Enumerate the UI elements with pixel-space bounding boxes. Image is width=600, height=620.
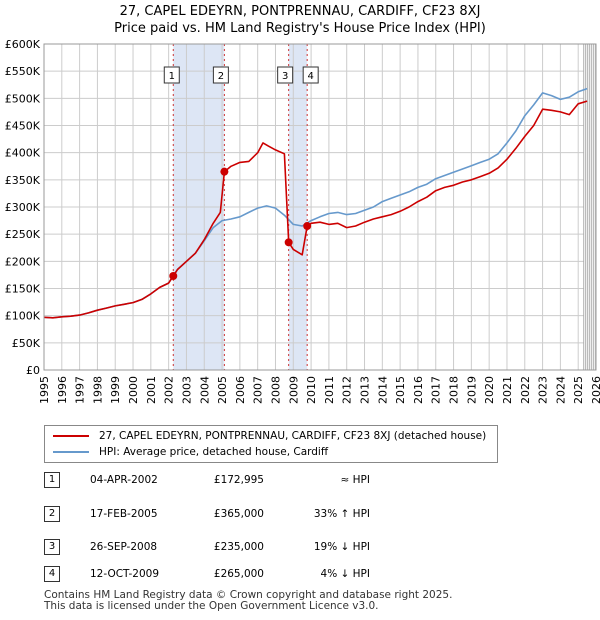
x-tick-label: 2009 — [287, 376, 300, 404]
x-tick-label: 2026 — [590, 376, 600, 404]
transaction-number: 4 — [44, 566, 60, 582]
y-tick-label: £0 — [26, 364, 40, 377]
marker-label: 4 — [307, 71, 313, 82]
x-tick-label: 2018 — [448, 376, 461, 404]
x-tick-label: 2022 — [519, 376, 532, 404]
y-tick-label: £50K — [12, 337, 41, 350]
legend-label-hpi: HPI: Average price, detached house, Card… — [99, 446, 329, 458]
marker-label: 2 — [218, 71, 224, 82]
y-tick-label: £550K — [5, 65, 41, 78]
x-tick-label: 2000 — [127, 376, 140, 404]
transaction-hpi: 19% ↓ HPI — [313, 541, 370, 553]
y-tick-label: £600K — [5, 38, 41, 51]
table-row: 3 26-SEP-2008 £235,000 19% ↓ HPI — [0, 539, 600, 559]
x-tick-label: 2004 — [198, 376, 211, 404]
hpi-line — [43, 87, 588, 319]
x-tick-label: 2014 — [376, 376, 389, 404]
marker-label-box — [163, 66, 180, 84]
legend-swatch-property — [53, 435, 89, 437]
series-layer — [43, 87, 588, 319]
table-row: 2 17-FEB-2005 £365,000 33% ↑ HPI — [0, 506, 600, 526]
transaction-number: 3 — [44, 539, 60, 555]
x-tick-label: 1997 — [74, 376, 87, 404]
chart-subtitle: Price paid vs. HM Land Registry's House … — [114, 21, 486, 36]
x-tick-label: 2017 — [430, 376, 443, 404]
x-tick-label: 2007 — [252, 376, 265, 404]
legend-label-property: 27, CAPEL EDEYRN, PONTPRENNAU, CARDIFF, … — [99, 430, 487, 442]
marker-lines — [172, 44, 308, 370]
footer-copyright: Contains HM Land Registry data © Crown c… — [44, 589, 453, 601]
transaction-price: £265,000 — [213, 568, 264, 580]
sale-point — [169, 272, 178, 281]
chart-title: 27, CAPEL EDEYRN, PONTPRENNAU, CARDIFF, … — [119, 4, 481, 19]
property-price-line — [43, 100, 588, 319]
legend: 27, CAPEL EDEYRN, PONTPRENNAU, CARDIFF, … — [44, 425, 498, 463]
y-tick-label: £400K — [5, 147, 41, 160]
footer-licence: This data is licensed under the Open Gov… — [44, 600, 379, 612]
y-tick-label: £150K — [5, 283, 41, 296]
transaction-date: 17-FEB-2005 — [90, 508, 158, 520]
grid-layer — [43, 43, 597, 371]
x-tick-label: 2024 — [554, 376, 567, 404]
transaction-date: 12-OCT-2009 — [90, 568, 159, 580]
y-tick-label: £350K — [5, 174, 41, 187]
x-tick-label: 2001 — [145, 376, 158, 404]
y-tick-label: £250K — [5, 228, 41, 241]
table-row: 1 04-APR-2002 £172,995 ≈ HPI — [0, 472, 600, 492]
sale-point — [284, 238, 293, 247]
footer: Contains HM Land Registry data © Crown c… — [44, 590, 452, 612]
marker-label-box — [302, 66, 319, 84]
x-tick-label: 1995 — [38, 376, 51, 404]
sale-point — [220, 167, 229, 176]
x-tick-label: 2019 — [465, 376, 478, 404]
axis-layer: £0 £50K £100K £150K £200K £250K £300K £350K £400… — [5, 38, 600, 404]
x-tick-label: 2023 — [537, 376, 550, 404]
x-tick-label: 2011 — [323, 376, 336, 404]
transaction-price: £365,000 — [213, 508, 264, 520]
x-tick-label: 2020 — [483, 376, 496, 404]
marker-label-box — [277, 66, 294, 84]
x-tick-label: 2008 — [269, 376, 282, 404]
x-tick-label: 1998 — [91, 376, 104, 404]
table-row: 4 12-OCT-2009 £265,000 4% ↓ HPI — [0, 566, 600, 586]
marker-label: 1 — [169, 71, 175, 82]
x-tick-label: 2021 — [501, 376, 514, 404]
forecast-layer — [583, 44, 596, 370]
transaction-number: 2 — [44, 506, 60, 522]
transaction-date: 04-APR-2002 — [90, 474, 158, 486]
x-tick-label: 2002 — [163, 376, 176, 404]
sale-point — [303, 222, 312, 231]
x-tick-label: 2016 — [412, 376, 425, 404]
transaction-number: 1 — [44, 472, 60, 488]
price-chart: 1 2 3 4 £0 £50K £100K £150K £200K £250K £300K £350… — [5, 38, 600, 404]
legend-swatch-hpi — [53, 451, 89, 453]
transaction-hpi: ≈ HPI — [340, 474, 370, 486]
transaction-price: £235,000 — [213, 541, 264, 553]
x-tick-label: 2013 — [359, 376, 372, 404]
transaction-date: 26-SEP-2008 — [90, 541, 158, 553]
transaction-hpi: 33% ↑ HPI — [313, 508, 370, 520]
legend-item-property: 27, CAPEL EDEYRN, PONTPRENNAU, CARDIFF, … — [53, 428, 486, 444]
y-tick-label: £450K — [5, 120, 41, 133]
x-tick-label: 2012 — [341, 376, 354, 404]
y-tick-label: £500K — [5, 92, 41, 105]
x-tick-label: 2025 — [572, 376, 585, 404]
marker-layer: 1 2 3 4 — [163, 66, 319, 281]
x-tick-label: 2015 — [394, 376, 407, 404]
x-tick-label: 1999 — [109, 376, 122, 404]
x-tick-label: 2010 — [305, 376, 318, 404]
x-tick-label: 1996 — [56, 376, 69, 404]
transaction-hpi: 4% ↓ HPI — [320, 568, 370, 580]
marker-label-box — [212, 66, 229, 84]
y-tick-label: £100K — [5, 310, 41, 323]
transaction-price: £172,995 — [213, 474, 264, 486]
marker-label: 3 — [282, 71, 288, 82]
x-tick-label: 2003 — [180, 376, 193, 404]
x-tick-label: 2006 — [234, 376, 247, 404]
x-tick-label: 2005 — [216, 376, 229, 404]
y-tick-label: £300K — [5, 201, 41, 214]
y-tick-label: £200K — [5, 255, 41, 268]
plot-border — [43, 43, 597, 371]
legend-item-hpi: HPI: Average price, detached house, Card… — [53, 444, 328, 460]
